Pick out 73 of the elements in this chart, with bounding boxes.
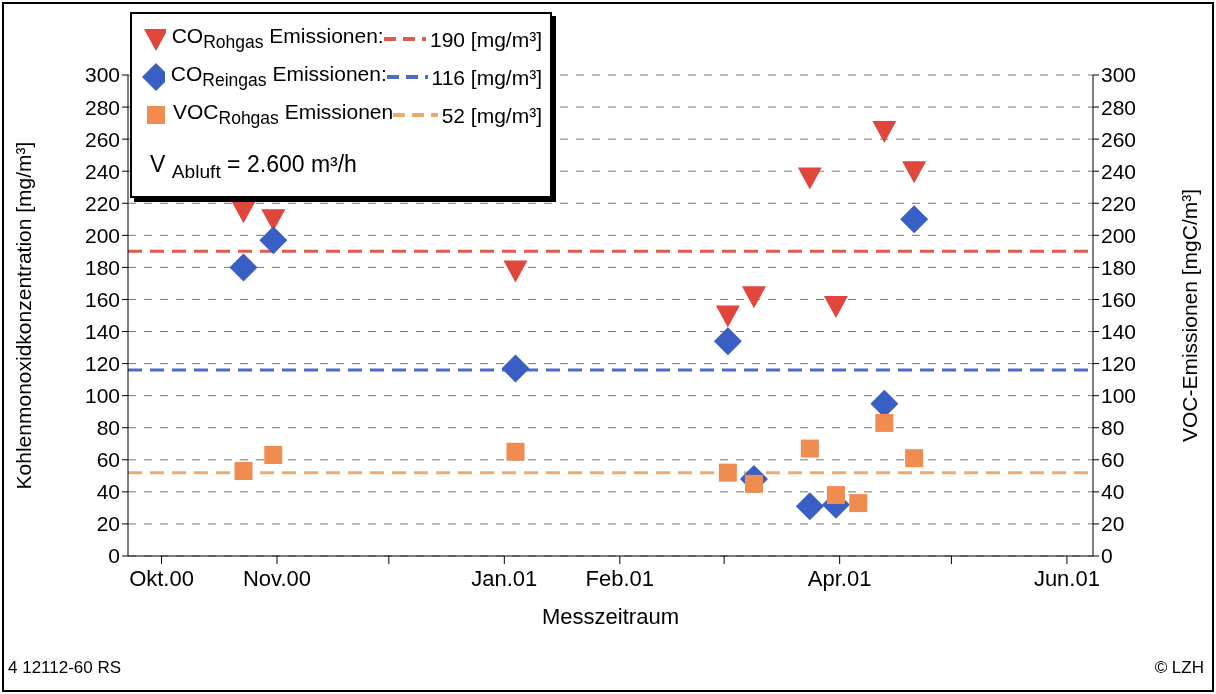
y-tick-label: 180 [84,255,120,279]
x-tick-label: Feb.01 [585,565,655,591]
x-tick-label: Nov.00 [243,565,312,591]
point [826,486,845,505]
y-tick-label: 100 [84,384,120,408]
y-tick-label: 220 [84,191,120,215]
y2-tick-label: 300 [1101,63,1137,87]
y-tick-label: 160 [84,287,120,311]
point [900,205,929,234]
point [259,226,288,255]
y-tick-label: 20 [96,512,120,536]
y2-tick-label: 260 [1101,127,1137,151]
y2-tick-label: 200 [1101,223,1137,247]
y2-tick-label: 240 [1101,159,1137,183]
y2-axis-title: VOC-Emissionen [mgC/m³] [1178,188,1202,443]
point [797,167,822,190]
y2-tick-label: 180 [1101,255,1137,279]
point [872,121,897,144]
y2-tick-label: 0 [1101,544,1113,568]
y-tick-label: 300 [84,63,120,87]
text: © LZH [1154,658,1204,678]
y2-tick-label: 220 [1101,191,1137,215]
y2-tick-label: 100 [1101,384,1137,408]
y-tick-label: 280 [84,95,120,119]
annotation: V $_{Abluft}$ = 2.600 m³/h [150,149,358,184]
x-tick-label: Okt.00 [129,565,194,591]
y2-tick-label: 80 [1101,416,1125,440]
point [795,492,824,521]
legend-label: VOC$_{Rohgas}$ Emissionen [173,99,394,131]
y-tick-label: 200 [84,223,120,247]
point [905,449,924,468]
y-tick-label: 0 [108,544,120,568]
legend-label: 190 [mg/m³] [429,26,542,53]
point [718,463,737,482]
point [823,295,848,318]
point [501,354,530,383]
legend-label: 116 [mg/m³] [431,64,542,91]
y-tick-label: 260 [84,127,120,151]
y-tick-label: 40 [96,480,120,504]
y2-tick-label: 20 [1101,512,1125,536]
point [902,161,927,184]
point [503,260,528,283]
legend-label: CO$_{Reingas}$ Emissionen: [170,61,387,93]
y2-tick-label: 60 [1101,448,1125,472]
x-axis-title: Messzeitraum [542,603,679,629]
text: 4 12112-60 RS [8,658,122,678]
point [849,494,868,513]
point [506,442,525,461]
y2-tick-label: 120 [1101,352,1137,376]
point [231,201,256,224]
y2-tick-label: 160 [1101,287,1137,311]
point [234,462,253,481]
point [875,413,894,432]
legend-label: 52 [mg/m³] [441,102,542,129]
y2-tick-label: 280 [1101,95,1137,119]
point [715,305,740,328]
x-tick-label: Apr.01 [807,565,872,591]
y-tick-label: 60 [96,448,120,472]
y-tick-label: 80 [96,416,120,440]
y-axis-title: Kohlenmonoxidkonzentration [mg/m³] [12,141,36,490]
point [741,286,766,309]
x-tick-label: Jun.01 [1033,565,1100,591]
legend-label: CO$_{Rohgas}$ Emissionen: [171,23,384,55]
x-tick-label: Jan.01 [471,565,538,591]
y2-tick-label: 140 [1101,319,1137,343]
y-tick-label: 240 [84,159,120,183]
y2-tick-label: 40 [1101,480,1125,504]
y-tick-label: 120 [84,352,120,376]
point [264,445,283,464]
point [800,439,819,458]
point [229,253,258,282]
point [713,327,742,356]
y-tick-label: 140 [84,319,120,343]
